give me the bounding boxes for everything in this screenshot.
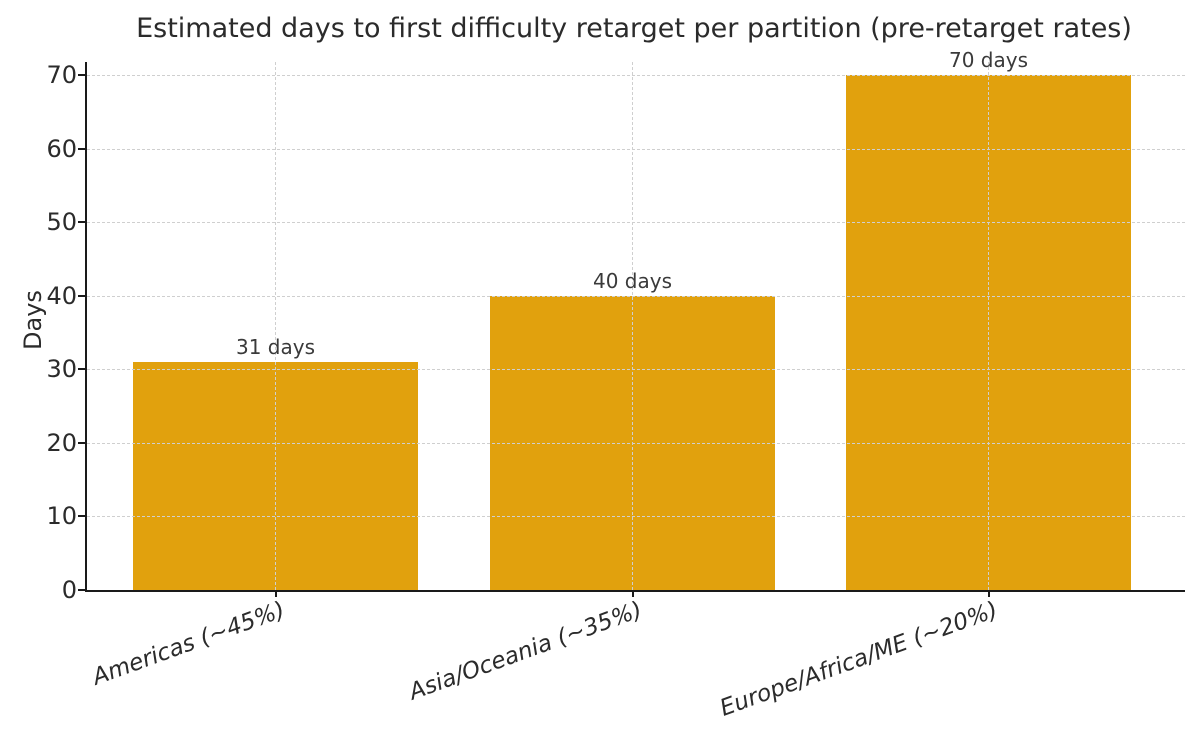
h-gridline (87, 148, 1185, 150)
y-tick-mark (78, 147, 85, 150)
v-gridline (987, 62, 989, 590)
y-tick-mark (78, 589, 85, 591)
h-gridline (87, 369, 1185, 371)
y-tick-label: 0 (61, 576, 77, 604)
y-tick-mark (78, 221, 85, 224)
y-tick-label: 70 (46, 61, 77, 89)
y-tick-mark (78, 368, 85, 371)
x-tick-label: Asia/Oceania (~35%) (405, 597, 646, 706)
h-gridline (87, 295, 1185, 297)
h-gridline (87, 222, 1185, 224)
bar (846, 75, 1131, 590)
v-gridline (631, 62, 633, 590)
y-tick-label: 10 (46, 502, 77, 531)
y-axis-title: Days (19, 290, 47, 350)
y-tick-mark (78, 294, 85, 297)
h-gridline (87, 442, 1185, 444)
y-tick-mark (78, 441, 85, 444)
bar (133, 361, 418, 590)
x-tick-label: Europe/Africa/ME (~20%) (716, 597, 1002, 722)
h-gridline (87, 516, 1185, 518)
y-tick-label: 20 (46, 428, 77, 457)
h-gridline (87, 75, 1185, 76)
x-tick-label: Americas (~45%) (89, 597, 289, 691)
y-tick-mark (78, 74, 85, 76)
v-gridline (274, 62, 276, 590)
y-tick-mark (78, 515, 85, 518)
chart-title: Estimated days to first difficulty retar… (136, 13, 1132, 44)
y-tick-label: 60 (46, 134, 77, 163)
plot-area (85, 62, 1185, 592)
